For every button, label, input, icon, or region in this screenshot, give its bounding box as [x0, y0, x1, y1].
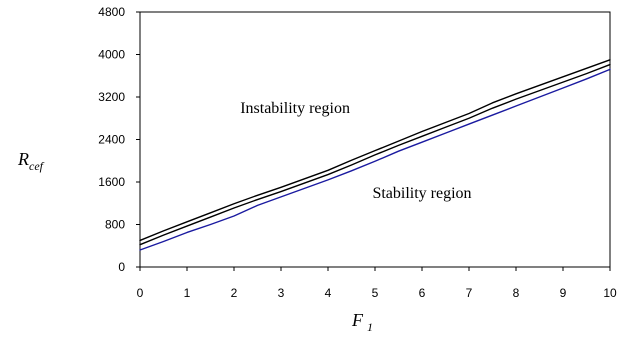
- series-line-1: [139, 63, 611, 246]
- x-tick-label-1: 1: [184, 286, 191, 300]
- region-annotations: Instability region Stability region: [240, 100, 471, 202]
- region-annotation-0: Instability region: [240, 100, 350, 117]
- plot-area-frame: [139, 11, 611, 268]
- x-axis-ticks: 0 1 2 3 4 5 6 7 8 9 10: [137, 267, 617, 300]
- x-tick-label-8: 8: [513, 286, 520, 300]
- x-tick-label-9: 9: [560, 286, 567, 300]
- x-tick-label-0: 0: [137, 286, 144, 300]
- series-group: [139, 59, 611, 251]
- y-tick-label-2: 1600: [98, 175, 125, 189]
- x-tick-label-6: 6: [419, 286, 426, 300]
- x-tick-label-5: 5: [372, 286, 379, 300]
- x-tick-label-10: 10: [603, 286, 617, 300]
- y-axis-title: Rcef: [17, 149, 45, 173]
- x-axis-title-sub: 1: [367, 320, 373, 334]
- x-tick-label-2: 2: [231, 286, 238, 300]
- y-axis-title-sub: cef: [29, 159, 45, 173]
- x-tick-label-3: 3: [278, 286, 285, 300]
- series-line-0: [139, 59, 611, 242]
- y-axis-title-main: R: [17, 149, 29, 169]
- y-tick-label-0: 0: [118, 260, 125, 274]
- y-tick-label-5: 4000: [98, 48, 125, 62]
- y-tick-label-6: 4800: [98, 5, 125, 19]
- y-axis-ticks: 0 800 1600 2400 3200 4000 4800: [98, 5, 140, 274]
- x-tick-label-7: 7: [466, 286, 473, 300]
- region-annotation-1: Stability region: [372, 185, 471, 202]
- y-tick-label-1: 800: [105, 218, 125, 232]
- x-tick-label-4: 4: [325, 286, 332, 300]
- y-tick-label-3: 2400: [98, 133, 125, 147]
- series-line-2: [139, 68, 611, 251]
- y-tick-label-4: 3200: [98, 90, 125, 104]
- x-axis-title-main: F: [351, 310, 364, 330]
